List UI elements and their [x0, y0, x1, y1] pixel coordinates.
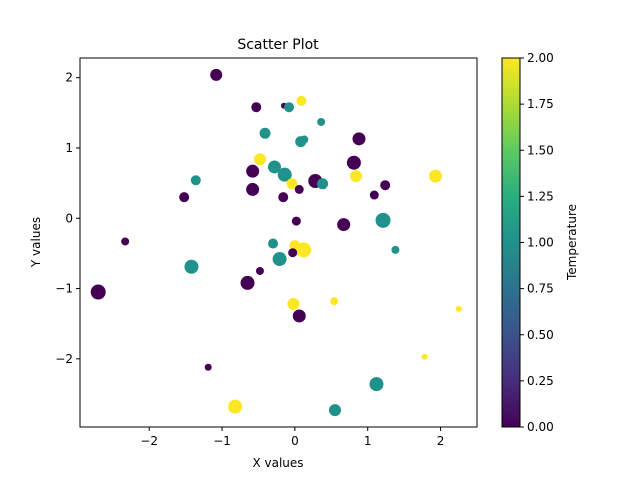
x-axis-label: X values	[252, 456, 303, 470]
data-point	[272, 252, 287, 267]
x-tick-label: 2	[437, 434, 445, 448]
data-point	[253, 153, 266, 166]
data-point	[286, 178, 298, 190]
data-point	[259, 127, 271, 139]
data-point	[246, 182, 260, 196]
data-point	[391, 245, 400, 254]
plot-frame	[79, 57, 478, 428]
x-tick-label: −2	[140, 434, 158, 448]
data-point	[369, 377, 384, 392]
y-tick-label: −1	[55, 282, 73, 296]
data-point	[284, 102, 295, 113]
data-point	[317, 117, 326, 126]
data-point	[296, 242, 312, 258]
data-point	[350, 170, 363, 183]
y-tick-label: 2	[65, 71, 73, 85]
data-point	[228, 399, 243, 414]
data-point	[210, 68, 223, 81]
data-point	[352, 132, 366, 146]
data-point	[375, 212, 391, 228]
x-tick-label: 0	[291, 434, 299, 448]
data-point	[287, 298, 300, 310]
points-layer	[90, 68, 462, 417]
y-axis: −2 −1 0 1 2	[55, 71, 80, 366]
data-point	[278, 192, 289, 203]
colorbar-tick-label: 1.00	[527, 236, 554, 250]
x-tick-label: −1	[213, 434, 231, 448]
x-axis: −2 −1 0 1 2	[140, 427, 444, 448]
data-point	[240, 275, 255, 290]
data-point	[337, 218, 351, 232]
data-point	[268, 238, 279, 249]
data-point	[296, 95, 307, 106]
data-point	[294, 184, 304, 194]
data-point	[380, 180, 391, 191]
chart-title: Scatter Plot	[237, 37, 319, 53]
colorbar	[501, 57, 521, 428]
colorbar-tick-label: 1.75	[527, 97, 554, 111]
y-tick-label: 1	[65, 141, 73, 155]
colorbar-axis: 0.00 0.25 0.50 0.75 1.00 1.25 1.50 1.75 2.00	[520, 51, 554, 434]
data-point	[300, 135, 309, 144]
colorbar-tick-label: 2.00	[527, 51, 554, 65]
data-point	[277, 167, 292, 182]
data-point	[190, 175, 201, 186]
data-point	[179, 192, 190, 203]
y-tick-label: −2	[55, 352, 73, 366]
colorbar-tick-label: 1.25	[527, 189, 554, 203]
colorbar-tick-label: 0.75	[527, 282, 554, 296]
data-point	[288, 248, 298, 258]
colorbar-tick-label: 0.00	[527, 420, 554, 434]
data-point	[428, 169, 442, 183]
data-point	[204, 363, 212, 371]
y-tick-label: 0	[65, 211, 73, 225]
data-point	[346, 155, 361, 170]
data-point	[121, 237, 130, 246]
data-point	[369, 190, 379, 200]
x-tick-label: 1	[364, 434, 372, 448]
data-point	[317, 178, 329, 190]
data-point	[292, 309, 306, 323]
data-point	[251, 102, 262, 113]
data-point	[330, 297, 339, 306]
data-point	[255, 266, 264, 275]
data-point	[90, 284, 106, 300]
colorbar-tick-label: 1.50	[527, 143, 554, 157]
data-point	[267, 160, 281, 174]
y-axis-label: Y values	[29, 217, 43, 268]
data-point	[246, 164, 260, 178]
data-point	[184, 259, 199, 274]
data-point	[291, 216, 301, 226]
colorbar-tick-label: 0.50	[527, 328, 554, 342]
colorbar-tick-label: 0.25	[527, 374, 554, 388]
colorbar-label: Temperature	[565, 204, 579, 281]
data-point	[328, 404, 341, 417]
data-point	[421, 353, 428, 360]
data-point	[455, 305, 462, 312]
